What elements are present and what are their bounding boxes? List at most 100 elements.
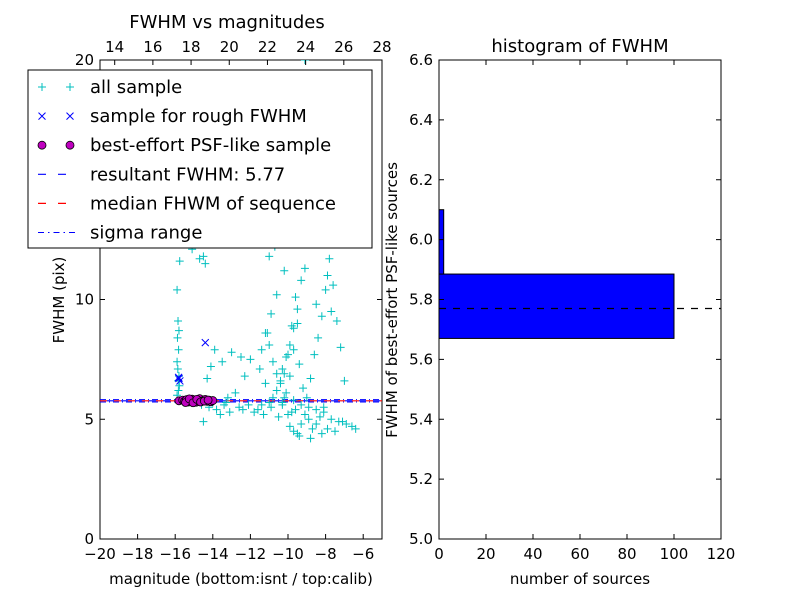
histogram-x-tick-label: 40 [523,545,542,563]
all-sample-point [246,355,255,364]
all-sample-point [310,350,319,359]
histogram-y-axis-title: FWHM of best-effort PSF-like sources [383,162,401,438]
all-sample-point [272,290,281,299]
legend-label: median FHWM of sequence [90,193,336,214]
histogram-panel: 0 20 40 60 80 100 120 5.0 5.2 5.4 5.6 5.8 6.0 6.2 6.4 6… [383,36,735,588]
legend-entry: best-effort PSF-like sample [37,135,331,156]
legend-label: sample for rough FWHM [90,106,307,127]
scatter-x-tick-label: −8 [315,545,337,563]
all-sample-point [323,271,332,280]
all-sample-point [315,412,324,421]
all-sample-point [278,364,287,373]
scatter-x-axis-title: magnitude (bottom:isnt / top:calib) [109,570,373,588]
all-sample-point [240,372,249,381]
histogram-y-tick-label: 5.0 [409,530,433,548]
legend-entry: sample for rough FWHM [38,106,307,127]
scatter-x-tick-label: −18 [122,545,154,563]
all-sample-point [317,429,326,438]
rough-sample-point [201,338,210,347]
all-sample-point [174,326,183,335]
all-sample-point [237,352,245,361]
all-sample-point [327,415,336,424]
all-sample-point [280,266,289,275]
histogram-data-layer [439,209,721,339]
all-sample-point [319,408,328,417]
all-sample-point [285,341,294,350]
histogram-y-tick-label: 6.4 [409,111,433,129]
all-sample-point [282,388,291,397]
all-sample-point [203,374,212,383]
histogram-y-tick-label: 6.6 [409,51,433,69]
scatter-top-x-tick-label: 18 [182,38,201,56]
all-sample-point [278,398,287,407]
all-sample-point [300,410,309,419]
all-sample-point [338,417,347,426]
all-sample-point [267,403,276,412]
all-sample-point [284,410,292,419]
all-sample-point [327,307,336,316]
all-sample-point [274,412,283,421]
all-sample-point [323,424,332,433]
all-sample-point [272,386,281,395]
all-sample-point [174,345,183,354]
rough-sample-point [174,373,183,382]
legend-entry: all sample [38,77,182,98]
all-sample-point [173,364,182,373]
histogram-x-tick-label: 60 [570,545,589,563]
histogram-bar [439,273,675,339]
rough-sample-point [175,374,183,383]
all-sample-point [173,333,182,342]
all-sample-point [221,398,230,407]
legend-plus-marker [38,83,46,91]
all-sample-point [259,410,268,419]
all-sample-point [195,254,204,263]
all-sample-point [268,357,277,366]
histogram-axes: 0 20 40 60 80 100 120 5.0 5.2 5.4 5.6 5.8 6.0 6.2 6.4 6… [409,51,735,563]
all-sample-point [299,384,308,393]
histogram-y-tick-label: 5.8 [409,291,433,309]
histogram-x-tick-label: 0 [434,545,444,563]
legend-label: sigma range [90,223,202,244]
all-sample-point [218,357,227,366]
all-sample-point [231,388,240,397]
all-sample-point [257,400,266,409]
histogram-x-tick-label: 80 [617,545,636,563]
all-sample-point [268,393,277,402]
legend-label: all sample [90,77,182,98]
legend-label: best-effort PSF-like sample [90,135,331,156]
all-sample-point [261,379,270,388]
all-sample-point [293,305,302,314]
legend-entries: all sample sample for rough FWHM best-effo… [37,77,336,244]
all-sample-point [304,415,313,424]
all-sample-point [304,403,313,412]
all-sample-point [306,374,315,383]
all-sample-point [300,60,309,64]
all-sample-point [297,420,306,429]
all-sample-point [312,405,321,414]
scatter-x-tick-label: −12 [235,545,267,563]
all-sample-point [173,357,182,366]
legend-entry: median FHWM of sequence [38,193,336,214]
legend-circle-marker [37,140,47,150]
all-sample-point [267,309,276,318]
legend-plus-marker [66,83,74,91]
all-sample-point [287,321,296,330]
legend-circle-marker [65,140,75,150]
all-sample-point [223,393,232,402]
histogram-bar [439,209,445,275]
scatter-x-tick-label: −14 [197,545,229,563]
all-sample-point [351,424,360,433]
all-sample-point [225,408,234,417]
all-sample-point [332,317,341,326]
all-sample-point [329,281,338,290]
all-sample-point [331,427,339,436]
all-sample-point [175,381,184,390]
all-sample-point [216,410,225,419]
all-sample-point [312,420,321,429]
scatter-top-x-tick-label: 26 [334,38,353,56]
all-sample-point [174,386,183,395]
histogram-x-tick-label: 120 [707,545,736,563]
all-sample-point [280,393,289,402]
scatter-top-x-tick-label: 20 [220,38,239,56]
